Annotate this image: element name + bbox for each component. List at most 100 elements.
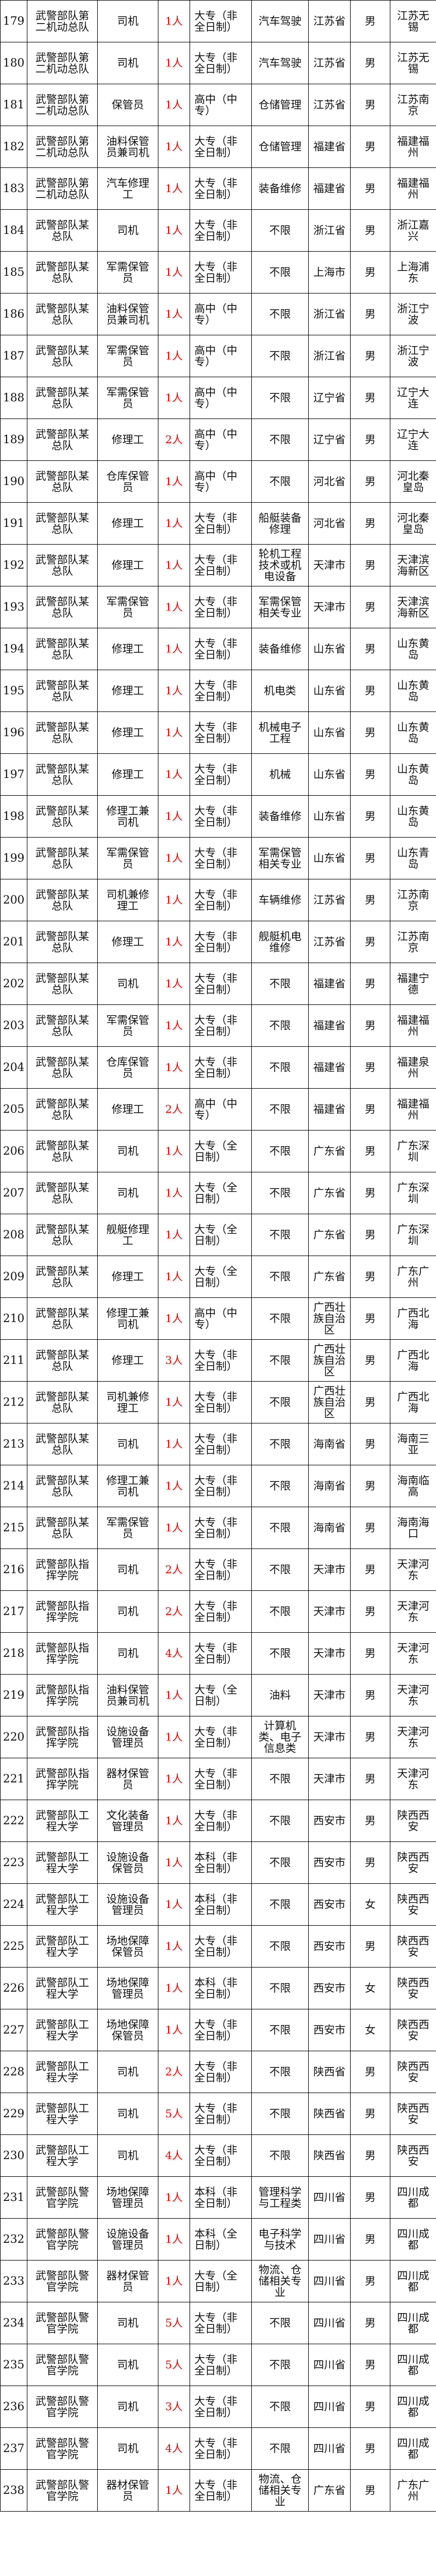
province-cell: 四川省 bbox=[308, 2176, 351, 2219]
table-row: 216 武警部队指挥学院 司机 2人 大专（非全日制） 不限 天津市男天津河东 bbox=[0, 1548, 436, 1591]
major-cell: 不限 bbox=[251, 335, 309, 377]
post-name-cell: 器材保管员 bbox=[97, 2260, 158, 2302]
headcount-cell: 2人 bbox=[158, 2051, 190, 2093]
education-cell: 大专（非全日制） bbox=[190, 2386, 252, 2428]
work-location-cell: 陕西西安 bbox=[390, 2009, 436, 2051]
province-cell: 海南省 bbox=[308, 1465, 351, 1507]
post-name-cell: 场地保障保管员 bbox=[97, 1925, 158, 1968]
major-cell: 装备维修 bbox=[251, 628, 309, 670]
major-cell: 装备维修 bbox=[251, 795, 309, 838]
headcount-cell: 1人 bbox=[158, 1130, 190, 1172]
work-location-cell: 福建宁德 bbox=[390, 963, 436, 1005]
education-cell: 大专（非全日制） bbox=[190, 1632, 252, 1675]
work-location-cell: 陕西西安 bbox=[390, 2093, 436, 2135]
headcount-cell: 1人 bbox=[158, 460, 190, 503]
work-location-cell: 陕西西安 bbox=[390, 2051, 436, 2093]
work-location-cell: 江苏无锡 bbox=[390, 0, 436, 42]
province-cell: 浙江省 bbox=[308, 293, 351, 335]
headcount-cell: 1人 bbox=[158, 837, 190, 879]
gender-cell: 男 bbox=[350, 1088, 390, 1131]
major-cell: 军需保管相关专业 bbox=[251, 837, 309, 879]
row-number-cell: 196 bbox=[0, 711, 27, 754]
headcount-cell: 4人 bbox=[158, 2427, 190, 2470]
headcount-cell: 1人 bbox=[158, 377, 190, 419]
work-location-cell: 山东黄岛 bbox=[390, 795, 436, 838]
unit-name-cell: 武警部队指挥学院 bbox=[27, 1632, 98, 1675]
post-name-cell: 油料保管员兼司机 bbox=[97, 1674, 158, 1716]
education-cell: 高中（中专） bbox=[190, 460, 252, 503]
education-cell: 本科（全日制） bbox=[190, 2218, 252, 2261]
table-row: 232 武警部队警官学院 设施设备管理员 1人 本科（全日制） 电子科学与技术 四川省男四川… bbox=[0, 2218, 436, 2261]
post-name-cell: 司机 bbox=[97, 2344, 158, 2386]
unit-name-cell: 武警部队某总队 bbox=[27, 670, 98, 712]
education-cell: 大专（非全日制） bbox=[190, 2009, 252, 2051]
headcount-cell: 2人 bbox=[158, 1590, 190, 1633]
post-name-cell: 修理工 bbox=[97, 544, 158, 586]
table-row: 222 武警部队工程大学 文化装备管理员 1人 大专（非全日制） 不限 西安市男陕西西安 bbox=[0, 1800, 436, 1842]
work-location-cell: 广东深圳 bbox=[390, 1130, 436, 1172]
table-row: 185 武警部队某总队 军需保管员 1人 大专（非全日制） 不限 上海市男上海浦东 bbox=[0, 251, 436, 293]
unit-name-cell: 武警部队指挥学院 bbox=[27, 1758, 98, 1800]
post-name-cell: 修理工 bbox=[97, 753, 158, 796]
major-cell: 仓储管理 bbox=[251, 126, 309, 168]
unit-name-cell: 武警部队某总队 bbox=[27, 711, 98, 754]
province-cell: 广东省 bbox=[308, 1214, 351, 1256]
row-number-cell: 192 bbox=[0, 544, 27, 586]
row-number-cell: 199 bbox=[0, 837, 27, 879]
work-location-cell: 上海浦东 bbox=[390, 251, 436, 293]
gender-cell: 男 bbox=[350, 1465, 390, 1507]
row-number-cell: 216 bbox=[0, 1548, 27, 1591]
row-number-cell: 195 bbox=[0, 670, 27, 712]
table-row: 235 武警部队警官学院 司机 5人 大专（非全日制） 不限 四川省男四川成都 bbox=[0, 2344, 436, 2386]
major-cell: 不限 bbox=[251, 2427, 309, 2470]
headcount-cell: 1人 bbox=[158, 1758, 190, 1800]
table-row: 179 武警部队第二机动总队 司机 1人 大专（非全日制） 汽车驾驶 江苏省男江苏无锡 bbox=[0, 0, 436, 42]
gender-cell: 女 bbox=[350, 2009, 390, 2051]
gender-cell: 男 bbox=[350, 2386, 390, 2428]
province-cell: 天津市 bbox=[308, 1632, 351, 1675]
work-location-cell: 陕西西安 bbox=[390, 2134, 436, 2177]
table-row: 227 武警部队工程大学 场地保障保管员 1人 大专（非全日制） 不限 西安市女陕西西安 bbox=[0, 2009, 436, 2051]
gender-cell: 男 bbox=[350, 586, 390, 628]
row-number-cell: 179 bbox=[0, 0, 27, 42]
table-row: 208 武警部队某总队 舰艇修理工 1人 大专（全日制） 不限 广东省男广东深圳 bbox=[0, 1214, 436, 1256]
table-row: 213 武警部队某总队 司机 1人 大专（非全日制） 不限 海南省男海南三亚 bbox=[0, 1423, 436, 1465]
province-cell: 福建省 bbox=[308, 126, 351, 168]
table-row: 223 武警部队工程大学 设施设备保管员 1人 本科（非全日制） 不限 西安市男陕西西安 bbox=[0, 1841, 436, 1884]
unit-name-cell: 武警部队指挥学院 bbox=[27, 1548, 98, 1591]
province-cell: 四川省 bbox=[308, 2344, 351, 2386]
gender-cell: 男 bbox=[350, 84, 390, 126]
major-cell: 不限 bbox=[251, 2051, 309, 2093]
unit-name-cell: 武警部队某总队 bbox=[27, 419, 98, 461]
education-cell: 大专（非全日制） bbox=[190, 1507, 252, 1549]
province-cell: 天津市 bbox=[308, 1590, 351, 1633]
row-number-cell: 236 bbox=[0, 2386, 27, 2428]
row-number-cell: 205 bbox=[0, 1088, 27, 1131]
unit-name-cell: 武警部队工程大学 bbox=[27, 1883, 98, 1926]
unit-name-cell: 武警部队某总队 bbox=[27, 1339, 98, 1382]
major-cell: 不限 bbox=[251, 1800, 309, 1842]
post-name-cell: 司机 bbox=[97, 2051, 158, 2093]
gender-cell: 男 bbox=[350, 921, 390, 963]
education-cell: 大专（非全日制） bbox=[190, 963, 252, 1005]
headcount-cell: 1人 bbox=[158, 879, 190, 921]
headcount-cell: 1人 bbox=[158, 251, 190, 293]
gender-cell: 男 bbox=[350, 209, 390, 252]
unit-name-cell: 武警部队警官学院 bbox=[27, 2386, 98, 2428]
headcount-cell: 1人 bbox=[158, 335, 190, 377]
post-name-cell: 司机 bbox=[97, 42, 158, 84]
work-location-cell: 天津河东 bbox=[390, 1548, 436, 1591]
gender-cell: 男 bbox=[350, 2469, 390, 2512]
education-cell: 大专（非全日制） bbox=[190, 586, 252, 628]
education-cell: 大专（非全日制） bbox=[190, 502, 252, 545]
work-location-cell: 浙江嘉兴 bbox=[390, 209, 436, 252]
province-cell: 山东省 bbox=[308, 753, 351, 796]
headcount-cell: 1人 bbox=[158, 1004, 190, 1047]
province-cell: 西安市 bbox=[308, 1800, 351, 1842]
unit-name-cell: 武警部队某总队 bbox=[27, 377, 98, 419]
gender-cell: 男 bbox=[350, 1632, 390, 1675]
row-number-cell: 234 bbox=[0, 2302, 27, 2344]
row-number-cell: 188 bbox=[0, 377, 27, 419]
education-cell: 大专（非全日制） bbox=[190, 1925, 252, 1968]
unit-name-cell: 武警部队警官学院 bbox=[27, 2218, 98, 2261]
